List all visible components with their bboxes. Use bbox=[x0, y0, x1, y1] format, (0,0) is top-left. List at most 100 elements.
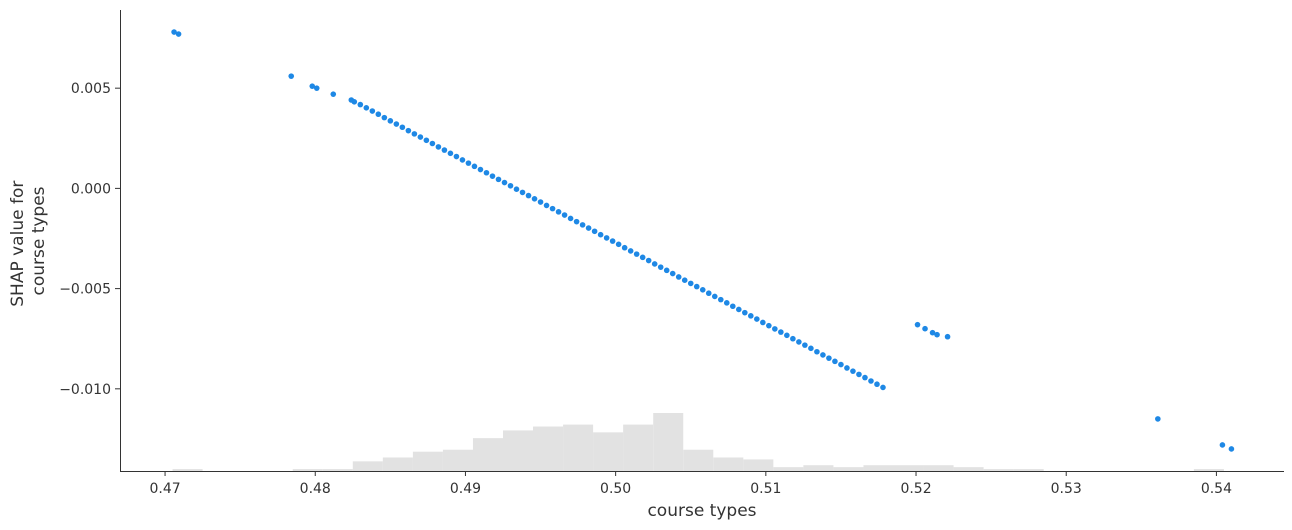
histogram-bar bbox=[743, 459, 774, 471]
shap-point bbox=[934, 331, 940, 338]
shap-point bbox=[675, 274, 682, 280]
shap-point bbox=[477, 166, 484, 173]
shap-point bbox=[736, 306, 742, 313]
y-axis-label-line-2: course types bbox=[29, 186, 49, 295]
shap-point bbox=[844, 365, 850, 371]
shap-point bbox=[369, 108, 376, 114]
shap-point bbox=[483, 169, 490, 176]
histogram-bar bbox=[352, 461, 383, 471]
histogram-bar bbox=[893, 465, 924, 471]
shap-point bbox=[1219, 442, 1226, 448]
shap-point bbox=[862, 374, 868, 381]
shap-point bbox=[555, 209, 562, 215]
shap-point bbox=[405, 127, 412, 134]
shap-point bbox=[681, 277, 688, 283]
shap-point bbox=[330, 91, 337, 97]
shap-point bbox=[459, 157, 466, 163]
histogram-bar bbox=[653, 413, 684, 471]
shap-point bbox=[699, 287, 706, 293]
shap-point bbox=[585, 225, 592, 231]
shap-point bbox=[549, 205, 556, 212]
shap-point bbox=[435, 144, 442, 150]
shap-point bbox=[754, 316, 760, 322]
histogram-bar bbox=[533, 426, 564, 471]
shap-point bbox=[802, 342, 808, 348]
axes bbox=[120, 10, 1284, 472]
histogram-bar bbox=[593, 432, 624, 471]
shap-point bbox=[729, 303, 736, 310]
shap-point bbox=[808, 345, 814, 352]
shap-point bbox=[856, 371, 862, 378]
shap-point bbox=[874, 381, 880, 388]
histogram-bar bbox=[983, 469, 1014, 471]
shap-points bbox=[171, 29, 1235, 452]
y-axis-ticks: 0.005 0.000 −0.005 −0.010 bbox=[59, 81, 120, 398]
shap-point bbox=[567, 215, 574, 222]
x-tick-label: 0.53 bbox=[1051, 481, 1082, 497]
shap-point bbox=[790, 335, 796, 342]
shap-point bbox=[381, 114, 388, 121]
shap-point bbox=[537, 199, 544, 205]
y-tick-label: 0.000 bbox=[71, 181, 111, 197]
shap-point bbox=[633, 251, 640, 257]
shap-point bbox=[399, 124, 406, 131]
shap-point bbox=[687, 280, 694, 287]
shap-point bbox=[417, 134, 424, 140]
shap-point bbox=[944, 333, 951, 340]
shap-point bbox=[561, 212, 568, 218]
histogram-bar bbox=[773, 467, 804, 471]
x-tick-label: 0.47 bbox=[149, 481, 180, 497]
shap-point bbox=[447, 150, 454, 157]
shap-point bbox=[309, 83, 316, 89]
shap-point bbox=[579, 222, 586, 228]
shap-point bbox=[832, 358, 838, 365]
shap-point bbox=[411, 131, 418, 137]
shap-point bbox=[351, 99, 358, 105]
shap-point bbox=[838, 361, 844, 368]
shap-point bbox=[507, 182, 514, 189]
x-tick-label: 0.52 bbox=[900, 481, 931, 497]
y-axis-label: SHAP value for course types bbox=[8, 175, 49, 306]
histogram-bar bbox=[683, 449, 714, 471]
shap-point bbox=[760, 319, 766, 326]
shap-point bbox=[513, 186, 520, 192]
histogram-bar bbox=[623, 424, 654, 471]
shap-point bbox=[621, 244, 628, 251]
shap-point bbox=[1155, 416, 1161, 422]
shap-point bbox=[693, 283, 700, 290]
shap-point bbox=[175, 31, 182, 37]
shap-point bbox=[375, 111, 382, 118]
shap-point bbox=[519, 189, 526, 196]
shap-point bbox=[723, 300, 730, 306]
histogram-bar bbox=[292, 469, 323, 471]
shap-point bbox=[531, 196, 538, 202]
shap-point bbox=[772, 326, 778, 332]
shap-point bbox=[393, 121, 400, 127]
shap-point bbox=[525, 192, 532, 199]
shap-point bbox=[357, 101, 364, 108]
shap-point bbox=[784, 332, 790, 339]
shap-point bbox=[639, 254, 646, 261]
shap-point bbox=[669, 270, 676, 277]
histogram-bar bbox=[863, 465, 894, 471]
shap-point bbox=[591, 228, 598, 235]
shap-point bbox=[543, 202, 550, 209]
shap-point bbox=[1228, 446, 1235, 452]
shap-point bbox=[645, 257, 652, 264]
shap-point bbox=[657, 264, 664, 270]
shap-point bbox=[826, 355, 832, 361]
x-tick-label: 0.51 bbox=[750, 481, 781, 497]
feature-histogram bbox=[172, 413, 1224, 471]
x-tick-label: 0.54 bbox=[1201, 481, 1232, 497]
shap-point bbox=[171, 29, 177, 35]
histogram-bar bbox=[953, 467, 984, 471]
shap-point bbox=[627, 248, 634, 254]
shap-point bbox=[663, 267, 670, 274]
histogram-bar bbox=[803, 465, 834, 471]
shap-point bbox=[868, 378, 874, 384]
shap-point bbox=[850, 368, 856, 374]
shap-point bbox=[471, 163, 478, 170]
shap-point bbox=[501, 179, 508, 186]
x-tick-label: 0.48 bbox=[300, 481, 331, 497]
shap-point bbox=[796, 339, 802, 345]
